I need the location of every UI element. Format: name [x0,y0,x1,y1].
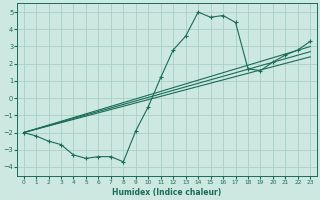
X-axis label: Humidex (Indice chaleur): Humidex (Indice chaleur) [112,188,221,197]
